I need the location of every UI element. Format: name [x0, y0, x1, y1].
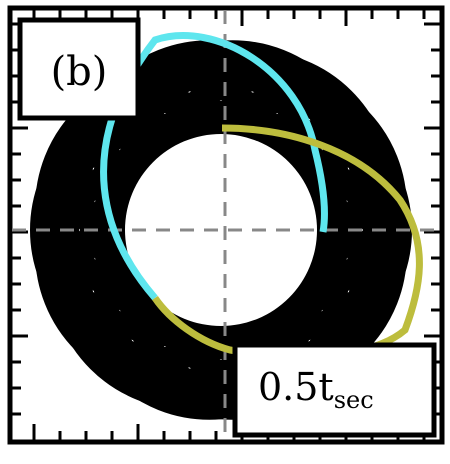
time-label-value: 0.5t	[258, 365, 334, 409]
central-hole	[125, 134, 317, 326]
time-label: 0.5tsec	[258, 365, 374, 414]
time-label-box	[232, 342, 437, 438]
trajectory-cyan	[100, 32, 328, 301]
time-label-subscript: sec	[334, 386, 374, 414]
plot-frame	[7, 5, 445, 445]
panel-label: (b)	[51, 49, 108, 95]
trajectory-yellow	[152, 124, 423, 360]
panel-label-box	[17, 17, 141, 121]
